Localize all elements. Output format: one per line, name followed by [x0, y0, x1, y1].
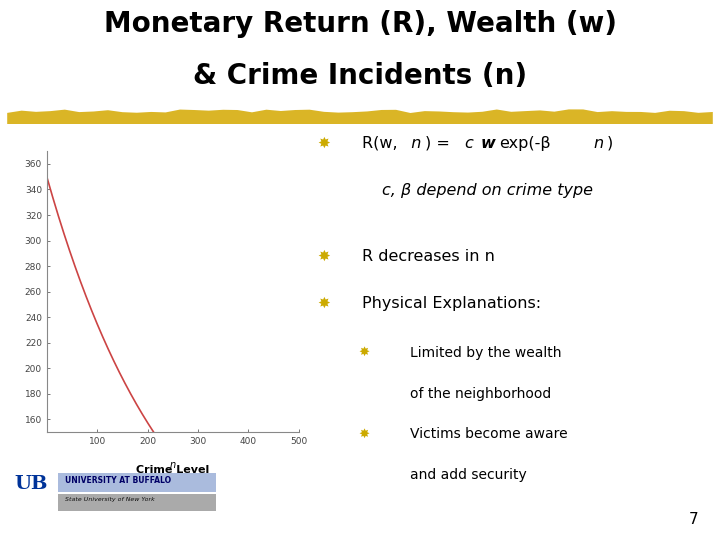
Text: R decreases in n: R decreases in n — [362, 249, 495, 264]
Text: exp(-β: exp(-β — [499, 136, 551, 151]
Text: Monetary Return (R), Wealth (w): Monetary Return (R), Wealth (w) — [104, 10, 616, 38]
Text: Victims become aware: Victims become aware — [410, 428, 568, 442]
Text: ✸: ✸ — [318, 249, 330, 264]
X-axis label: Crime Level: Crime Level — [136, 465, 210, 475]
Text: n: n — [594, 136, 604, 151]
Text: of the neighborhood: of the neighborhood — [410, 387, 552, 401]
Text: n: n — [408, 136, 422, 151]
Text: Physical Explanations:: Physical Explanations: — [362, 296, 541, 311]
Text: c, β depend on crime type: c, β depend on crime type — [382, 183, 593, 198]
Text: c: c — [465, 136, 479, 151]
Polygon shape — [7, 110, 713, 128]
Text: n: n — [170, 460, 176, 470]
Text: ) =: ) = — [425, 136, 454, 151]
Text: and add security: and add security — [410, 468, 527, 482]
Text: UNIVERSITY AT BUFFALO: UNIVERSITY AT BUFFALO — [65, 476, 171, 485]
Text: 7: 7 — [689, 512, 698, 527]
Text: State University of New York: State University of New York — [65, 497, 155, 502]
FancyBboxPatch shape — [58, 494, 216, 511]
Text: R(w,: R(w, — [362, 136, 402, 151]
Text: ✸: ✸ — [318, 296, 330, 311]
FancyBboxPatch shape — [58, 474, 216, 492]
Text: UB: UB — [14, 475, 48, 493]
Text: ✸: ✸ — [358, 428, 369, 441]
Text: w: w — [481, 136, 501, 151]
Text: Limited by the wealth: Limited by the wealth — [410, 346, 562, 360]
Text: ✸: ✸ — [358, 346, 369, 359]
Text: & Crime Incidents (n): & Crime Incidents (n) — [193, 62, 527, 90]
Text: ): ) — [607, 136, 613, 151]
Text: ✸: ✸ — [318, 136, 330, 151]
